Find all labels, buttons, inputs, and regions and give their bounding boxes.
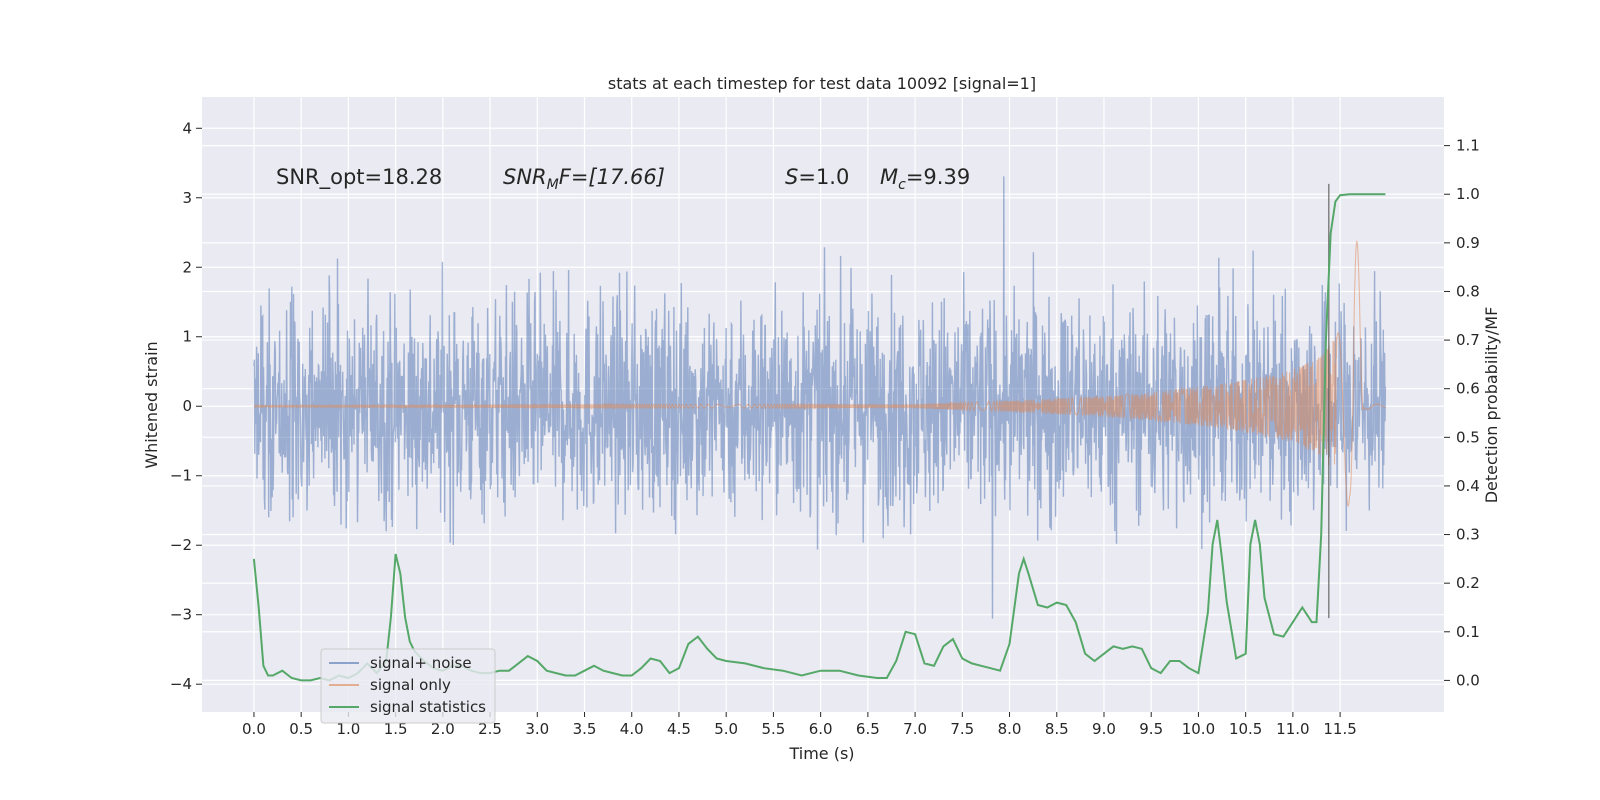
y2-tick-label: 0.1 [1456,623,1480,641]
legend-label-stats: signal statistics [370,698,486,716]
y-axis-label: Whitened strain [142,341,161,468]
y2-tick-label: 1.0 [1456,185,1480,203]
stats-series-layer [252,193,1386,682]
y-tick-label: 0 [182,397,192,415]
x-tick-label: 1.0 [336,720,360,738]
series-signal-only [253,240,1386,507]
y2-axis-label: Detection probability/MF [1482,307,1501,504]
x-axis-label: Time (s) [788,744,854,763]
annotation-snr-mf: SNRMF=[17.66] [503,165,665,193]
x-tick-label: 8.0 [998,720,1022,738]
y2-tick-label: 0.5 [1456,428,1480,446]
x-tick-label: 7.0 [903,720,927,738]
x-tick-label: 9.0 [1092,720,1116,738]
annotation-s: S=1.0 [785,165,849,189]
annotation-mc: Mc=9.39 [880,165,970,193]
annotation-snr-mf-rest: F=[17.66] [559,165,665,189]
x-tick-label: 2.5 [478,720,502,738]
x-tick-label: 4.0 [620,720,644,738]
y-tick-label: 4 [182,119,192,137]
x-tick-label: 11.0 [1276,720,1309,738]
y-tick-label: −3 [170,606,192,624]
y2-tick-label: 0.6 [1456,380,1480,398]
x-tick-label: 1.5 [384,720,408,738]
y-tick-label: −4 [170,675,192,693]
y-tick-label: −2 [170,536,192,554]
x-tick-label: 10.0 [1182,720,1215,738]
legend-label-signal: signal only [370,676,451,694]
x-tick-label: 3.5 [573,720,597,738]
x-tick-label: 8.5 [1045,720,1069,738]
annotation-s-var: S [785,165,798,189]
x-tick-label: 7.5 [950,720,974,738]
y-tick-label: 2 [182,258,192,276]
y2-tick-label: 0.3 [1456,526,1480,544]
x-tick-label: 0.0 [242,720,266,738]
legend-label-noise: signal+ noise [370,654,472,672]
legend-box [320,648,496,724]
x-tick-label: 6.0 [809,720,833,738]
x-tick-label: 5.0 [714,720,738,738]
annotation-snr-mf-base: SNR [503,165,547,189]
y2-tick-label: 0.4 [1456,477,1480,495]
x-tick-label: 3.0 [525,720,549,738]
annotation-snr-mf-sub: M [547,177,559,193]
y2-tick-label: 0.7 [1456,331,1480,349]
y2-tick-label: 0.0 [1456,671,1480,689]
x-tick-label: 10.5 [1229,720,1262,738]
annotation-mc-value: =9.39 [906,165,970,189]
x-tick-label: 5.5 [761,720,785,738]
x-tick-label: 6.5 [856,720,880,738]
y2-tick-label: 0.2 [1456,574,1480,592]
axes-layer: 0.0 0.5 1.0 1.5 2.0 2.5 3.0 3.5 4.0 4.5 5.0 5.5 6.0 6… [170,119,1480,738]
series-signal-statistics [252,193,1386,682]
x-tick-label: 0.5 [289,720,313,738]
y-tick-label: 3 [182,189,192,207]
chart-title: stats at each timestep for test data 100… [608,74,1036,93]
x-tick-label: 4.5 [667,720,691,738]
legend: signal+ noise signal only signal statist… [320,648,496,724]
x-tick-label: 2.0 [431,720,455,738]
y2-tick-label: 1.1 [1456,137,1480,155]
annotation-mc-sub: c [898,177,906,193]
y2-tick-label: 0.9 [1456,234,1480,252]
annotation-s-value: =1.0 [798,165,849,189]
annotation-mc-var: M [880,165,898,189]
y2-tick-label: 0.8 [1456,282,1480,300]
annotation-snr-opt: SNR_opt=18.28 [276,165,442,190]
x-tick-label: 9.5 [1139,720,1163,738]
x-tick-label: 11.5 [1323,720,1356,738]
y-tick-label: 1 [182,328,192,346]
y-tick-label: −1 [170,467,192,485]
